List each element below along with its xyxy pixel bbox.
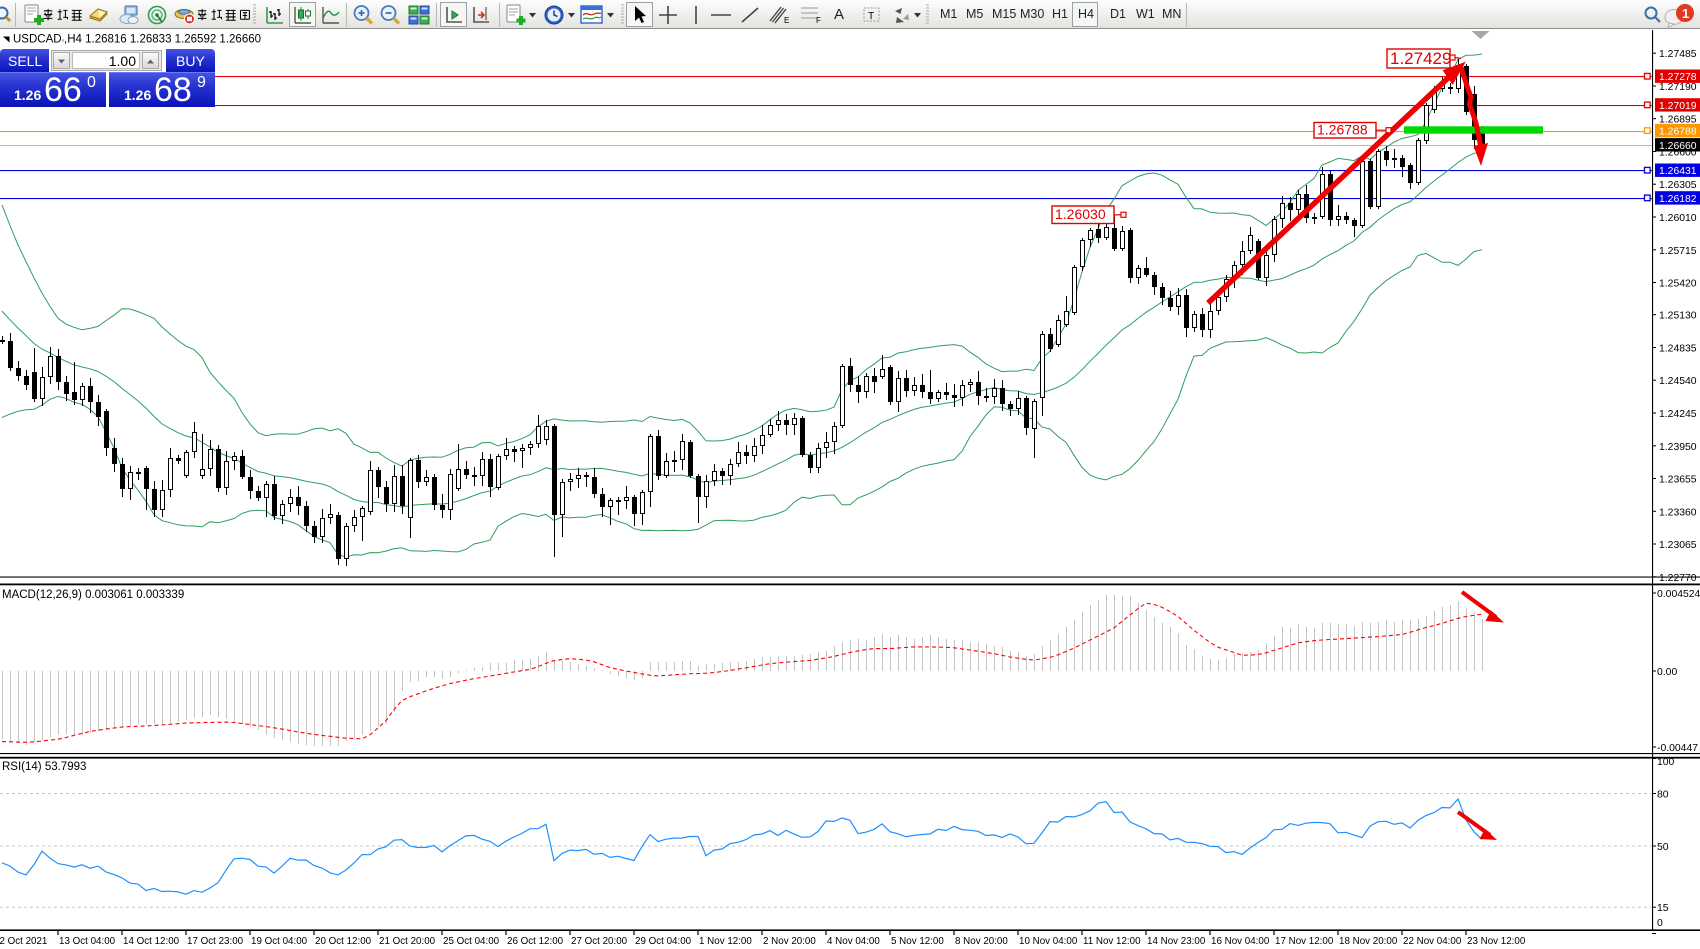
svg-text:26 Oct 12:00: 26 Oct 12:00 xyxy=(507,936,564,947)
svg-text:1.26030: 1.26030 xyxy=(1055,206,1106,222)
svg-text:1.26010: 1.26010 xyxy=(1659,213,1697,224)
svg-text:USDCAD◦,H4 1.26816 1.26833 1.: USDCAD◦,H4 1.26816 1.26833 1.26592 1.266… xyxy=(13,34,261,46)
svg-text:15: 15 xyxy=(1657,903,1669,914)
svg-text:1.23065: 1.23065 xyxy=(1659,540,1697,551)
svg-text:29 Oct 04:00: 29 Oct 04:00 xyxy=(635,936,692,947)
svg-text:1: 1 xyxy=(1682,6,1689,21)
svg-text:13 Oct 04:00: 13 Oct 04:00 xyxy=(59,936,116,947)
svg-text:18 Nov 20:00: 18 Nov 20:00 xyxy=(1339,936,1398,947)
svg-text:1.22770: 1.22770 xyxy=(1659,573,1697,584)
svg-text:100: 100 xyxy=(1657,757,1675,768)
svg-text:F: F xyxy=(816,16,821,25)
svg-text:20 Oct 12:00: 20 Oct 12:00 xyxy=(315,936,372,947)
svg-text:-0.00447: -0.00447 xyxy=(1657,743,1698,754)
svg-text:MACD(12,26,9) 0.003061 0.00333: MACD(12,26,9) 0.003061 0.003339 xyxy=(2,589,184,601)
svg-text:14 Nov 23:00: 14 Nov 23:00 xyxy=(1147,936,1206,947)
svg-text:4 Nov 04:00: 4 Nov 04:00 xyxy=(827,936,880,947)
svg-text:17 Oct 23:00: 17 Oct 23:00 xyxy=(187,936,244,947)
svg-text:1.25715: 1.25715 xyxy=(1659,246,1697,257)
svg-text:17 Nov 12:00: 17 Nov 12:00 xyxy=(1275,936,1334,947)
svg-text:1.26660: 1.26660 xyxy=(1659,141,1697,152)
svg-text:1.24540: 1.24540 xyxy=(1659,376,1697,387)
svg-text:21 Oct 20:00: 21 Oct 20:00 xyxy=(379,936,436,947)
svg-text:14 Oct 12:00: 14 Oct 12:00 xyxy=(123,936,180,947)
svg-text:23 Nov 12:00: 23 Nov 12:00 xyxy=(1467,936,1526,947)
svg-text:10 Nov 04:00: 10 Nov 04:00 xyxy=(1019,936,1078,947)
svg-text:1.26600: 1.26600 xyxy=(1659,148,1697,159)
svg-text:0: 0 xyxy=(1657,918,1663,929)
svg-text:1 Nov 12:00: 1 Nov 12:00 xyxy=(699,936,752,947)
svg-text:11 Nov 12:00: 11 Nov 12:00 xyxy=(1083,936,1141,947)
svg-text:12 Oct 2021: 12 Oct 2021 xyxy=(0,936,47,947)
svg-text:80: 80 xyxy=(1657,790,1669,801)
svg-text:1.24245: 1.24245 xyxy=(1659,409,1697,420)
svg-text:1.27019: 1.27019 xyxy=(1659,101,1697,112)
svg-text:1.26431: 1.26431 xyxy=(1659,166,1697,177)
svg-text:1.26895: 1.26895 xyxy=(1659,115,1697,126)
svg-text:8 Nov 20:00: 8 Nov 20:00 xyxy=(955,936,1008,947)
svg-text:1.26788: 1.26788 xyxy=(1317,122,1368,138)
svg-text:0.004524: 0.004524 xyxy=(1657,589,1700,600)
svg-text:22 Nov 04:00: 22 Nov 04:00 xyxy=(1403,936,1462,947)
svg-text:1.27429: 1.27429 xyxy=(1390,49,1451,68)
svg-text:1.25420: 1.25420 xyxy=(1659,279,1697,290)
svg-text:RSI(14) 53.7993: RSI(14) 53.7993 xyxy=(2,761,86,773)
svg-text:1.27278: 1.27278 xyxy=(1659,72,1697,83)
svg-text:1.23360: 1.23360 xyxy=(1659,507,1697,518)
svg-text:50: 50 xyxy=(1657,842,1669,853)
svg-text:1.24835: 1.24835 xyxy=(1659,344,1697,355)
svg-text:1.23950: 1.23950 xyxy=(1659,442,1697,453)
svg-text:5 Nov 12:00: 5 Nov 12:00 xyxy=(891,936,944,947)
svg-text:19 Oct 04:00: 19 Oct 04:00 xyxy=(251,936,308,947)
svg-text:25 Oct 04:00: 25 Oct 04:00 xyxy=(443,936,500,947)
svg-text:0.00: 0.00 xyxy=(1657,667,1677,678)
svg-text:2 Nov 20:00: 2 Nov 20:00 xyxy=(763,936,816,947)
svg-text:T: T xyxy=(868,11,874,22)
svg-text:E: E xyxy=(784,16,789,25)
svg-text:1.27190: 1.27190 xyxy=(1659,82,1697,93)
svg-text:1.23655: 1.23655 xyxy=(1659,475,1697,486)
svg-text:1.26182: 1.26182 xyxy=(1659,194,1697,205)
svg-text:1.27485: 1.27485 xyxy=(1659,49,1697,60)
svg-text:16 Nov 04:00: 16 Nov 04:00 xyxy=(1211,936,1270,947)
svg-text:1.26788: 1.26788 xyxy=(1659,127,1697,138)
svg-text:27 Oct 20:00: 27 Oct 20:00 xyxy=(571,936,628,947)
svg-text:1.26305: 1.26305 xyxy=(1659,180,1697,191)
svg-text:1.25130: 1.25130 xyxy=(1659,311,1697,322)
